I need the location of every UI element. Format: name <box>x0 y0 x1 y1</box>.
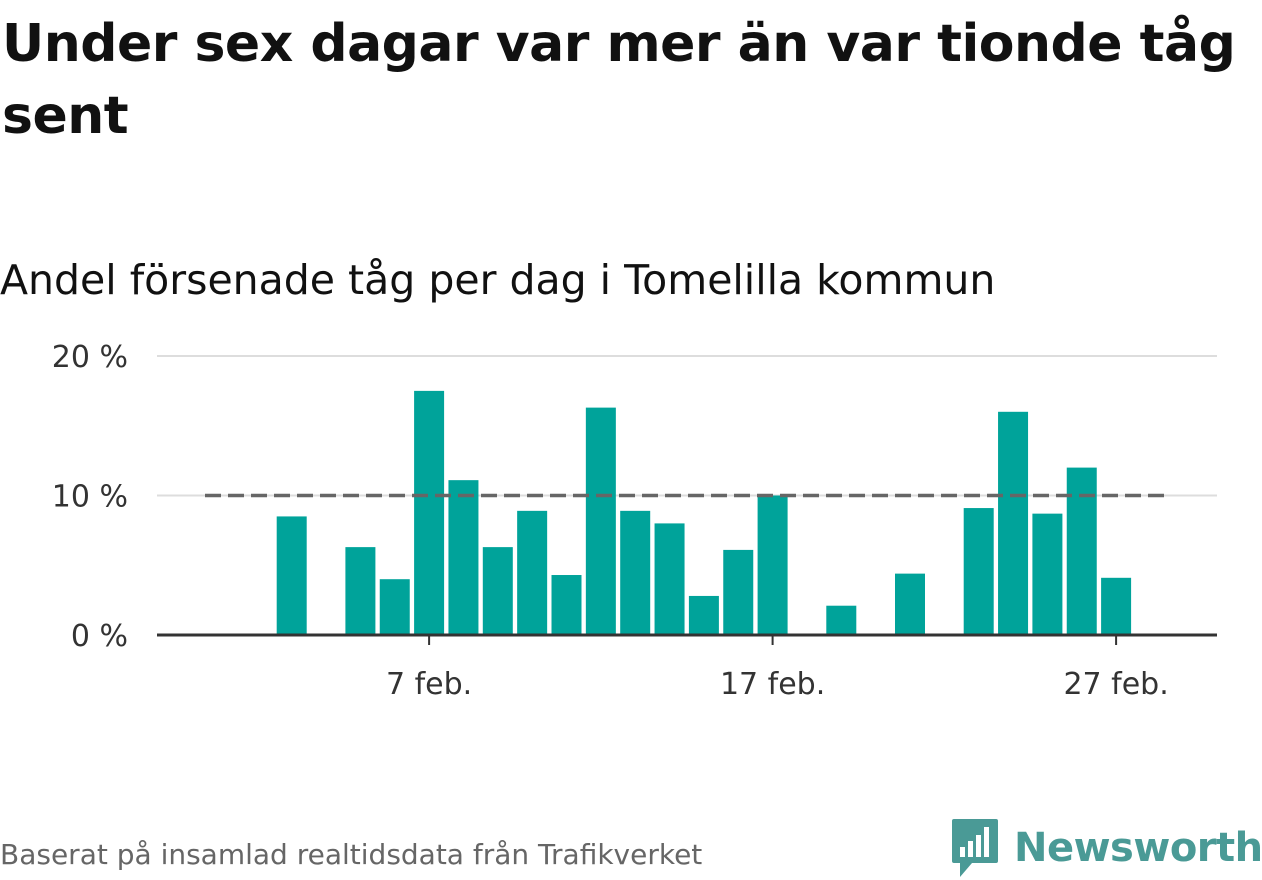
bar-2023-02-15 <box>688 595 719 635</box>
bar-2023-02-13 <box>620 510 651 635</box>
brand-logo: Newsworthy <box>950 816 1262 880</box>
bar-2023-02-14 <box>654 523 685 635</box>
bar-2023-02-11 <box>551 575 582 635</box>
chart-subtitle: Andel försenade tåg per dag i Tomelilla … <box>0 256 996 304</box>
y-tick-label: 0 % <box>71 619 128 654</box>
bar-chart: 0 % 10 % 20 % 7 feb. 17 feb. 27 feb. <box>52 340 1217 702</box>
source-note: Baserat på insamlad realtidsdata från Tr… <box>0 838 703 871</box>
x-tick-label: 7 feb. <box>386 667 472 702</box>
gridlines <box>157 355 1217 497</box>
bar-2023-02-24 <box>998 411 1029 635</box>
y-axis-tick-labels: 0 % 10 % 20 % <box>52 340 128 654</box>
bar-2023-02-12 <box>585 407 616 635</box>
bars <box>276 390 1132 635</box>
bar-2023-02-21 <box>895 573 925 635</box>
bar-2023-02-23 <box>963 508 994 635</box>
x-axis-tick-labels: 7 feb. 17 feb. 27 feb. <box>386 635 1169 702</box>
bar-2023-02-26 <box>1066 467 1097 635</box>
newsworthy-logo-icon <box>952 819 998 877</box>
bar-2023-02-10 <box>517 510 548 635</box>
bar-2023-02-07 <box>414 390 445 635</box>
y-tick-label: 10 % <box>52 480 128 515</box>
chart-title: Under sex dagar var mer än var tionde tå… <box>2 14 1236 146</box>
bar-2023-02-27 <box>1101 577 1132 635</box>
y-tick-label: 20 % <box>52 340 128 375</box>
bar-2023-02-19 <box>826 605 857 635</box>
bar-2023-02-09 <box>482 547 513 635</box>
bar-2023-02-16 <box>723 549 754 635</box>
bar-2023-02-05 <box>345 547 376 635</box>
x-tick-label: 17 feb. <box>720 667 825 702</box>
x-tick-label: 27 feb. <box>1063 667 1168 702</box>
bar-2023-02-03 <box>276 516 307 635</box>
brand-name: Newsworthy <box>1014 825 1262 871</box>
bar-2023-02-17 <box>757 495 788 635</box>
bar-2023-02-08 <box>448 480 479 635</box>
bar-2023-02-25 <box>1032 513 1063 635</box>
bar-2023-02-06 <box>379 579 410 635</box>
